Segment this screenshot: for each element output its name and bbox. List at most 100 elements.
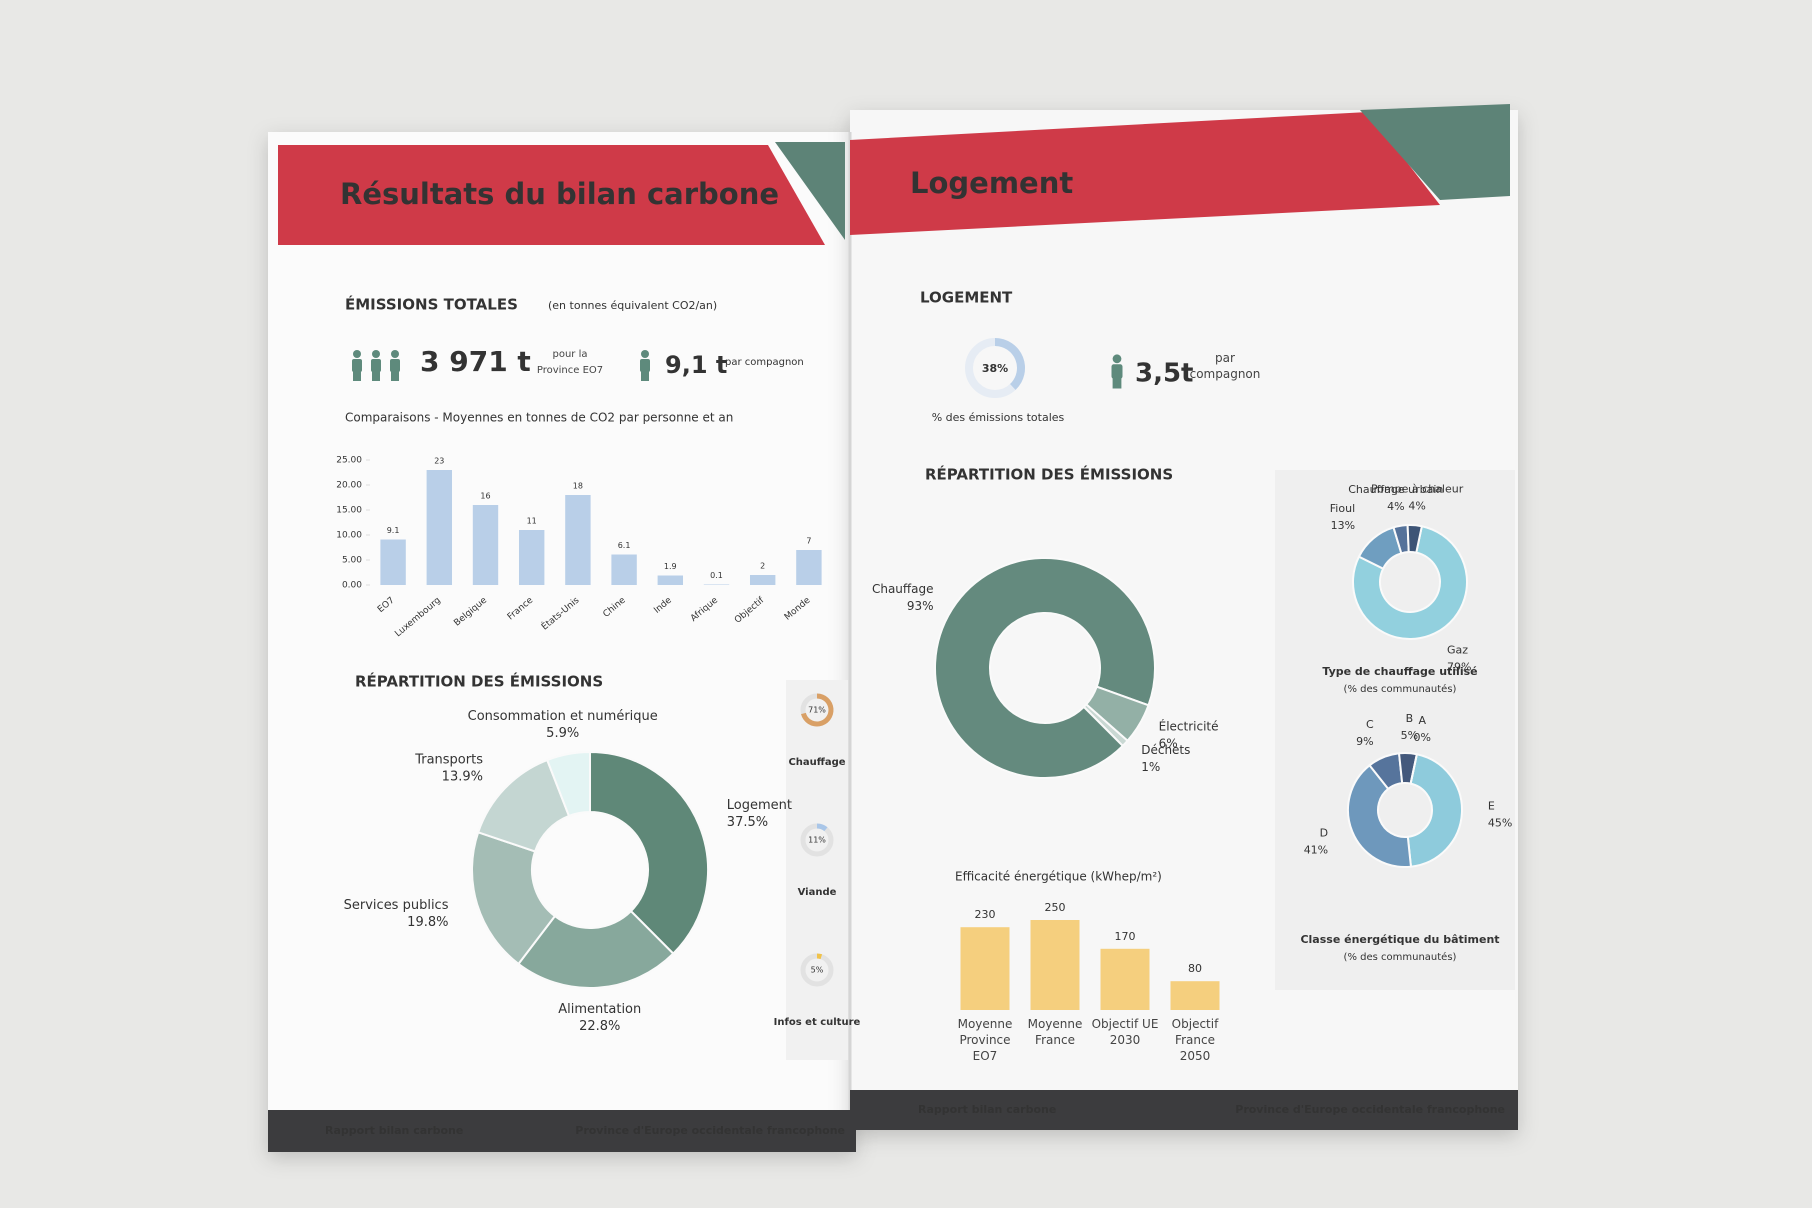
segment-label: B (1406, 712, 1414, 725)
segment-label: Fioul (1330, 502, 1355, 515)
bar (960, 927, 1010, 1010)
share-segment (995, 338, 1026, 390)
segment-label: Chauffage urbain (1348, 483, 1443, 496)
segment-label: A (1418, 714, 1426, 727)
donut-segment (517, 909, 675, 989)
donut-segment (1347, 763, 1413, 868)
person-icon (641, 350, 649, 358)
header-title: Logement (910, 166, 1073, 200)
segment-value-label: 79% (1447, 661, 1471, 674)
footer-text: Province d'Europe occidentale francophon… (575, 1124, 845, 1137)
bar (1030, 920, 1080, 1010)
y-tick-label: 5.00 (342, 556, 362, 566)
x-tick-label-box: Objectif France 2050 (1171, 1017, 1219, 1063)
segment-label: Logement (727, 798, 792, 813)
segment-value-label: 13.9% (442, 769, 483, 784)
segment-label: Transports (414, 752, 483, 767)
donut-segment (471, 831, 557, 966)
person-icon (390, 359, 400, 372)
footer-band (850, 1090, 1518, 1130)
x-tick-label-box: Moyenne France (1028, 1017, 1083, 1047)
person-icon (1112, 354, 1122, 364)
mini-segment (801, 693, 834, 727)
segment-label: Alimentation (558, 1002, 641, 1017)
header-band (850, 112, 1440, 235)
donut-segment (1082, 702, 1129, 748)
per-person-value: 3,5t (1135, 359, 1194, 389)
chart-subtitle: (% des communautés) (1344, 951, 1457, 963)
bar-value-label: 16 (480, 492, 490, 501)
header-title: Résultats du bilan carbone (340, 177, 779, 211)
x-tick-label: Objectif France 2050 (1171, 1017, 1219, 1063)
bar (518, 530, 545, 585)
bar (611, 554, 637, 585)
bar (796, 550, 822, 585)
section-title: LOGEMENT (920, 289, 1013, 307)
footer-text: Rapport bilan carbone (918, 1103, 1056, 1116)
segment-value-label: 45% (1488, 816, 1512, 829)
mini-value-label: 11% (808, 836, 826, 845)
y-tick-label: 10.00 (336, 531, 362, 541)
bar-value-label: 18 (573, 482, 583, 491)
segment-value-label: 9% (1356, 735, 1373, 748)
person-icon (1111, 364, 1123, 379)
segment-value-label: 4% (1387, 500, 1404, 513)
total-value: 3 971 t (420, 345, 531, 378)
segment-label: Électricité (1159, 719, 1219, 734)
header-accent (1360, 104, 1510, 200)
segment-value-label: 37.5% (727, 815, 768, 830)
segment-value-label: 6% (1159, 737, 1178, 751)
section-title: RÉPARTITION DES ÉMISSIONS (355, 672, 603, 691)
bar (703, 584, 730, 585)
donut-segment (1406, 524, 1424, 554)
per-person-note: par compagnon (725, 357, 804, 368)
bar-value-label: 2 (760, 562, 765, 571)
mini-value-label: 71% (808, 706, 826, 715)
donut-segment (1397, 752, 1419, 785)
bar (380, 539, 406, 585)
bar (426, 470, 453, 585)
chart-title: Efficacité énergétique (kWhep/m²) (955, 870, 1162, 884)
person-icon (641, 371, 649, 381)
bar (565, 495, 591, 585)
bar-value-label: 230 (975, 908, 996, 921)
segment-label: Pompe à chaleur (1371, 482, 1464, 495)
chart-title: Type de chauffage utilisé (1322, 665, 1477, 678)
left-page (268, 132, 856, 1152)
bar-value-label: 1.9 (664, 562, 677, 571)
footer-text: Rapport bilan carbone (325, 1124, 463, 1137)
section-title: ÉMISSIONS TOTALES (345, 295, 518, 314)
y-tick-label: 15.00 (336, 506, 362, 516)
bar (1100, 948, 1150, 1010)
y-tick-label: 0.00 (342, 581, 362, 591)
header-band (278, 145, 825, 245)
segment-value-label: 1% (1141, 760, 1160, 774)
segment-value-label: 22.8% (579, 1019, 620, 1034)
donut-segment (1406, 753, 1463, 868)
chart-subtitle: (% des communautés) (1344, 683, 1457, 695)
segment-label: C (1366, 718, 1374, 731)
mini-value-label: 5% (811, 966, 824, 975)
per-person-note-box: par compagnon (1190, 351, 1261, 381)
segment-value-label: 13% (1331, 519, 1355, 532)
segment-label: Chauffage (872, 582, 934, 596)
person-icon (372, 371, 380, 381)
mini-segment (817, 953, 823, 960)
y-tick-label: 25.00 (336, 456, 362, 466)
person-icon (353, 371, 361, 381)
bar (749, 575, 776, 585)
section-unit: (en tonnes équivalent CO2/an) (548, 299, 717, 312)
x-tick-label-box: Objectif UE 2030 (1092, 1017, 1159, 1047)
person-icon (640, 359, 650, 372)
person-icon (1112, 377, 1122, 389)
bar-value-label: 9.1 (387, 526, 400, 535)
bar-value-label: 250 (1045, 901, 1066, 914)
person-icon (371, 359, 381, 372)
mini-label: Chauffage (788, 757, 845, 768)
share-caption: % des émissions totales (932, 411, 1065, 424)
total-note-box: pour la Province EO7 (537, 349, 603, 376)
segment-label: Gaz (1447, 644, 1468, 657)
bar-value-label: 11 (527, 517, 537, 526)
per-person-value: 9,1 t (665, 351, 727, 379)
